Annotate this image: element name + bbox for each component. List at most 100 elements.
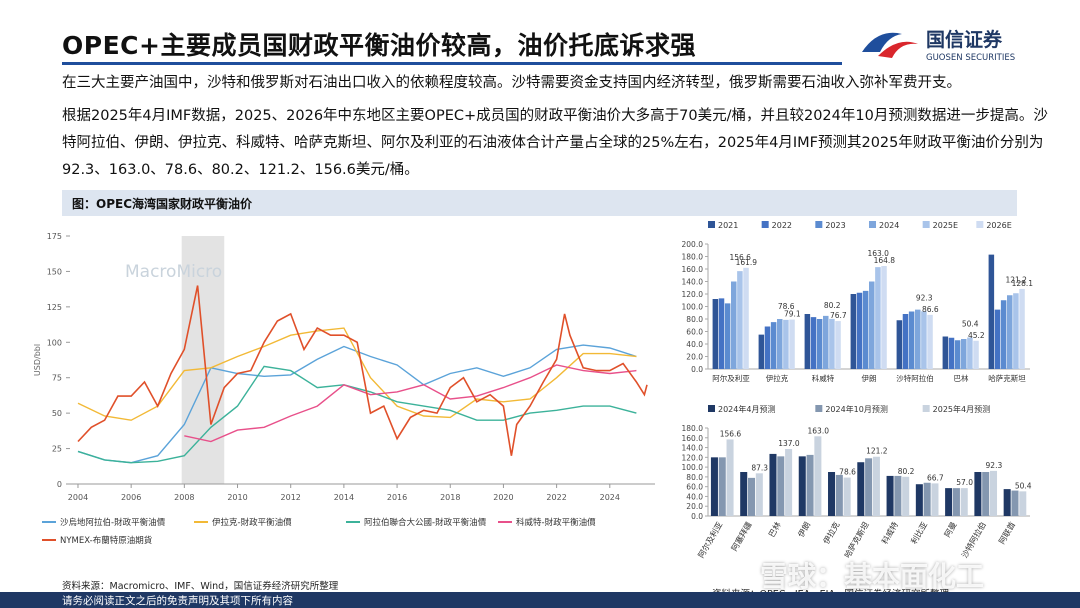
bar bbox=[967, 337, 973, 369]
y-tick-label: 100 bbox=[47, 338, 62, 347]
bar bbox=[731, 281, 737, 369]
data-label: 121.2 bbox=[1005, 275, 1027, 284]
data-label: 50.4 bbox=[962, 320, 979, 329]
legend-label: 2024 bbox=[879, 221, 899, 230]
legend-swatch bbox=[976, 221, 984, 228]
x-tick-label: 2014 bbox=[334, 493, 354, 502]
y-tick-label: 150 bbox=[47, 267, 62, 276]
overlay-watermark: 雪球：基本面化工 bbox=[760, 560, 985, 593]
legend-label: 2024年4月预测 bbox=[718, 404, 775, 414]
legend-swatch bbox=[708, 405, 715, 412]
bar bbox=[835, 321, 841, 369]
bar bbox=[915, 484, 923, 516]
data-label: 87.3 bbox=[751, 463, 768, 472]
x-tick-label: 哈萨克斯坦 bbox=[842, 520, 871, 560]
bar bbox=[1011, 490, 1019, 516]
legend-label: 2025年4月预测 bbox=[933, 404, 990, 414]
bar bbox=[927, 314, 933, 369]
bar bbox=[1019, 288, 1025, 369]
data-label: 156.6 bbox=[729, 253, 751, 262]
bar bbox=[921, 311, 927, 369]
bar bbox=[948, 337, 955, 369]
bar bbox=[843, 477, 851, 516]
bar bbox=[804, 314, 811, 369]
bar bbox=[748, 477, 756, 516]
bar bbox=[764, 326, 771, 369]
data-label: 76.7 bbox=[830, 311, 847, 320]
x-tick-label: 2006 bbox=[121, 493, 141, 502]
bar bbox=[915, 309, 921, 369]
bar bbox=[942, 336, 949, 369]
x-tick-label: 伊拉克 bbox=[766, 373, 789, 383]
y-tick-label: 80.0 bbox=[686, 315, 703, 324]
paragraph: 在三大主要产油国中，沙特和俄罗斯对石油出口收入的依赖程度较高。沙特需要资金支持国… bbox=[62, 75, 961, 91]
y-tick-label: 180.0 bbox=[682, 253, 704, 262]
data-label: 80.2 bbox=[824, 301, 841, 310]
bar bbox=[862, 290, 869, 369]
bar bbox=[945, 488, 953, 516]
bar bbox=[952, 488, 960, 516]
bar bbox=[974, 472, 982, 516]
series-line bbox=[77, 344, 637, 464]
bar bbox=[829, 318, 835, 369]
bar bbox=[785, 449, 793, 516]
legend-label: 2021 bbox=[718, 221, 738, 230]
bar bbox=[789, 319, 795, 369]
x-tick-label: 2012 bbox=[281, 493, 301, 502]
x-tick-label: 2010 bbox=[227, 493, 247, 502]
bar bbox=[982, 472, 990, 516]
data-label: 50.4 bbox=[1015, 481, 1032, 490]
logo-mark bbox=[878, 41, 918, 58]
y-tick-label: 0.0 bbox=[691, 512, 703, 521]
series-line bbox=[77, 365, 637, 464]
legend-swatch bbox=[922, 405, 930, 412]
x-tick-label: 科威特 bbox=[812, 373, 835, 383]
bar bbox=[850, 294, 857, 369]
figure-bar bbox=[62, 190, 1017, 216]
logo: 国信证券 GUOSEN SECURITIES bbox=[862, 28, 1015, 63]
y-tick-label: 0.0 bbox=[691, 365, 703, 374]
x-tick-label: 伊朗 bbox=[862, 373, 877, 383]
x-tick-label: 2024 bbox=[600, 493, 620, 502]
bar bbox=[886, 475, 894, 516]
x-tick-label: 2022 bbox=[546, 493, 566, 502]
y-tick-label: 160.0 bbox=[682, 265, 704, 274]
bar bbox=[954, 340, 961, 369]
legend-swatch bbox=[708, 221, 715, 228]
legend-swatch bbox=[869, 221, 876, 228]
data-label: 78.6 bbox=[778, 302, 795, 311]
shaded-period bbox=[181, 236, 225, 484]
y-tick-label: 180.0 bbox=[682, 424, 704, 433]
x-tick-label: 阿塞拜疆 bbox=[729, 520, 754, 553]
figure-title: 图：OPEC海湾国家财政平衡油价 bbox=[72, 197, 253, 211]
bar bbox=[896, 320, 903, 369]
y-tick-label: 100.0 bbox=[682, 303, 704, 312]
bar bbox=[816, 319, 823, 369]
data-label: 121.2 bbox=[866, 447, 888, 456]
y-axis-label: USD/bbl bbox=[33, 344, 42, 376]
data-label: 164.8 bbox=[874, 256, 896, 265]
x-tick-label: 阿联酋 bbox=[996, 520, 1017, 546]
bar bbox=[881, 266, 887, 369]
bar bbox=[810, 317, 817, 369]
data-label: 161.9 bbox=[736, 258, 758, 267]
data-label: 78.6 bbox=[839, 468, 856, 477]
bar bbox=[894, 475, 902, 516]
bar bbox=[923, 482, 931, 516]
series-line bbox=[77, 327, 637, 421]
bar bbox=[737, 271, 743, 369]
x-tick-label: 巴林 bbox=[766, 520, 783, 539]
x-tick-label: 2020 bbox=[493, 493, 513, 502]
bar bbox=[770, 322, 777, 369]
data-label: 45.2 bbox=[968, 331, 985, 340]
x-tick-label: 2004 bbox=[68, 493, 88, 502]
logo-mark bbox=[862, 32, 902, 52]
bar bbox=[777, 456, 785, 516]
x-tick-label: 2018 bbox=[440, 493, 460, 502]
x-tick-label: 沙特阿拉伯 bbox=[896, 373, 934, 383]
y-tick-label: 100.0 bbox=[682, 463, 704, 472]
bar bbox=[783, 319, 789, 369]
legend-swatch bbox=[815, 405, 823, 412]
legend-label: 2026E bbox=[986, 221, 1011, 230]
legend-label: 沙烏地阿拉伯-財政平衡油價 bbox=[60, 517, 166, 528]
